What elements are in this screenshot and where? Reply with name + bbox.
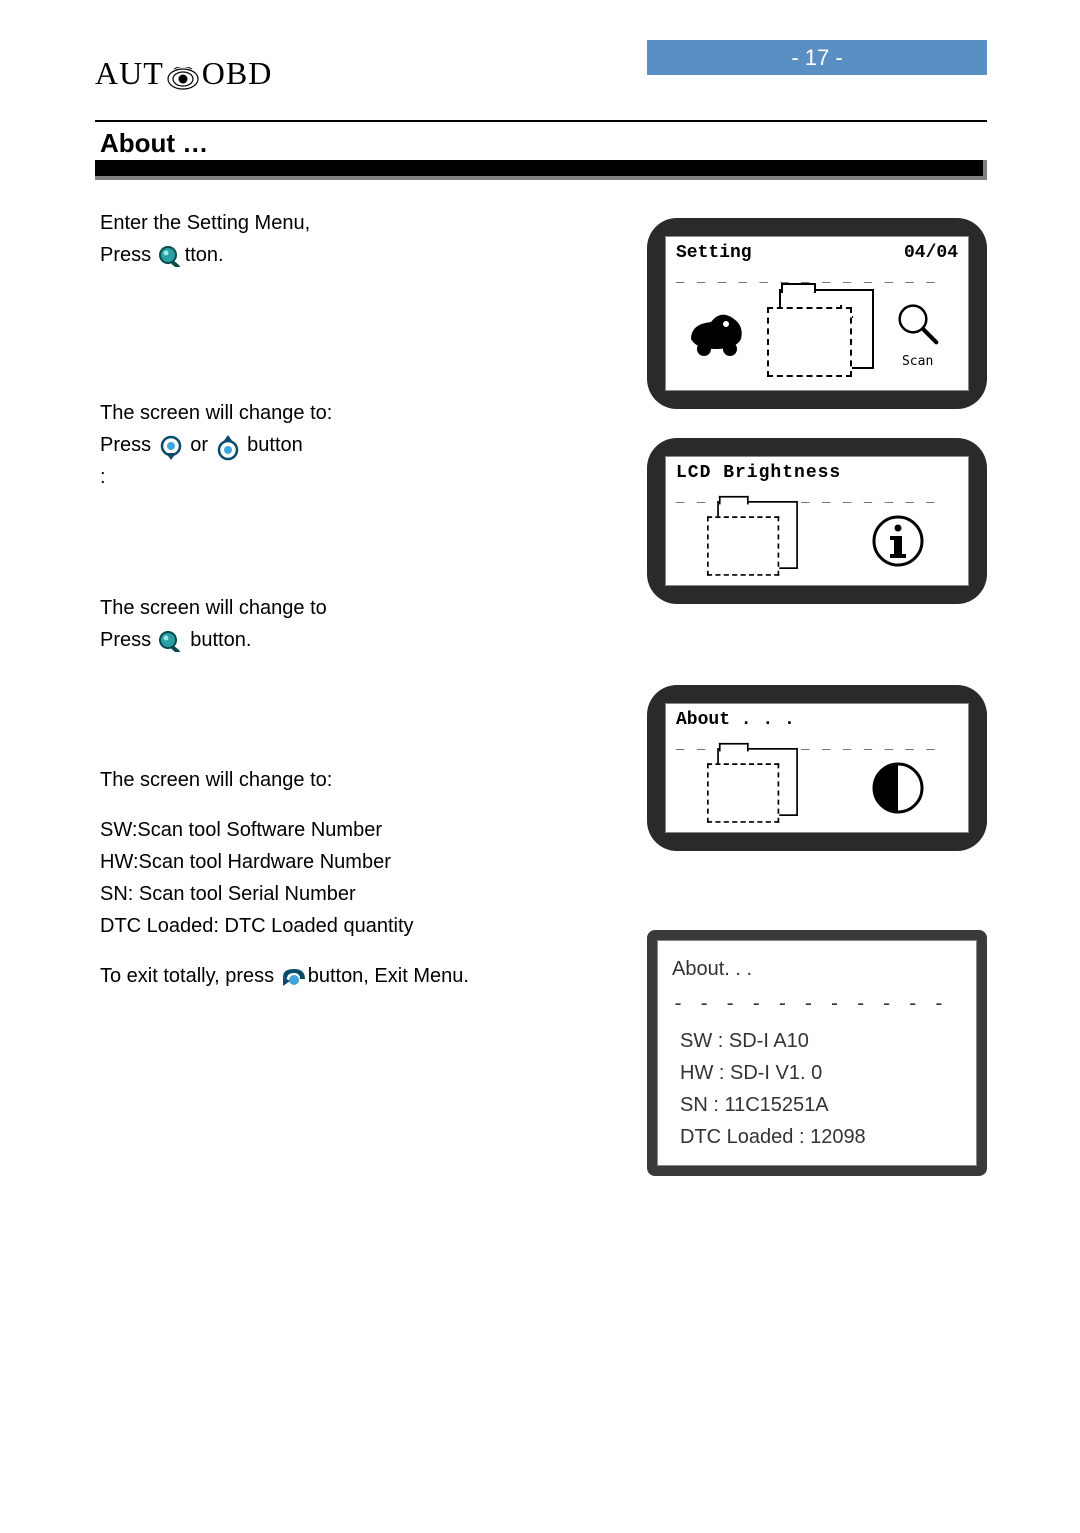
magnifier-enter-icon bbox=[157, 630, 185, 652]
logo-right: OBD bbox=[202, 55, 273, 92]
about-info-row: HW : SD-I V1. 0 bbox=[672, 1057, 962, 1089]
eye-icon bbox=[166, 62, 200, 86]
text: button, Exit Menu. bbox=[308, 965, 469, 987]
info-icon bbox=[868, 511, 928, 571]
about-info-row: DTC Loaded : 12098 bbox=[672, 1121, 962, 1153]
instruction-line: To exit totally, press button, Exit Menu… bbox=[100, 962, 500, 990]
screen-title: LCD Brightness bbox=[676, 463, 841, 483]
instruction-line: DTC Loaded: DTC Loaded quantity bbox=[100, 912, 500, 940]
text: Press bbox=[100, 434, 157, 456]
divider-dashes: - - - - - - - - - - - - - - - - bbox=[672, 987, 962, 1019]
contrast-icon bbox=[868, 758, 928, 818]
exit-back-icon bbox=[280, 966, 308, 988]
screen-title: About . . . bbox=[676, 710, 795, 730]
screen-counter: 04/04 bbox=[904, 243, 958, 263]
screen-title: About. . . bbox=[672, 953, 962, 985]
instruction-line bbox=[100, 798, 500, 812]
text: tton. bbox=[185, 244, 224, 266]
folder-info-icon bbox=[707, 748, 807, 828]
nav-down-icon bbox=[157, 435, 185, 457]
instruction-line: The screen will change to bbox=[100, 594, 500, 622]
car-icon bbox=[686, 304, 746, 364]
instruction-line: HW:Scan tool Hardware Number bbox=[100, 848, 500, 876]
device-setting: Setting 04/04 _ _ _ _ _ _ _ _ _ _ _ _ _ … bbox=[647, 218, 987, 409]
device-about-info: About. . . - - - - - - - - - - - - - - -… bbox=[647, 930, 987, 1176]
text: or bbox=[185, 434, 214, 456]
page-number-bar: - 17 - bbox=[647, 40, 987, 75]
instruction-block: The screen will change to Press button. bbox=[100, 590, 500, 658]
instruction-line: Enter the Setting Menu, bbox=[100, 209, 500, 237]
instruction-block: The screen will change to: SW:Scan tool S… bbox=[100, 762, 500, 994]
title-underline-bar bbox=[95, 160, 987, 180]
about-info-row: SW : SD-I A10 bbox=[672, 1025, 962, 1057]
text: button bbox=[242, 434, 303, 456]
device-brightness: LCD Brightness _ _ _ _ _ _ _ _ _ _ _ _ _ bbox=[647, 438, 987, 604]
folder-contrast-icon bbox=[707, 501, 807, 581]
text: Press bbox=[100, 629, 157, 651]
section-title: About … bbox=[100, 128, 208, 159]
instruction-line bbox=[100, 944, 500, 958]
instruction-line: Press tton. bbox=[100, 241, 500, 269]
divider-dashes: _ _ _ _ _ _ _ _ _ _ _ _ _ bbox=[676, 267, 958, 283]
device-about-icons: About . . . _ _ _ _ _ _ _ _ _ _ _ _ _ bbox=[647, 685, 987, 851]
logo-left: AUT bbox=[95, 55, 164, 92]
instruction-line: : bbox=[100, 463, 500, 491]
horizontal-rule bbox=[95, 120, 987, 122]
screen-title: Setting bbox=[676, 243, 752, 263]
instruction-line: The screen will change to: bbox=[100, 766, 500, 794]
about-info-row: SN : 11C15251A bbox=[672, 1089, 962, 1121]
instruction-block: The screen will change to: Press or butto… bbox=[100, 395, 500, 495]
folder-gears-icon bbox=[767, 289, 867, 379]
text: To exit totally, press bbox=[100, 965, 280, 987]
instruction-block: Enter the Setting Menu, Press tton. bbox=[100, 205, 500, 273]
text: button. bbox=[185, 629, 252, 651]
magnifier-scan-icon: Scan bbox=[888, 299, 948, 369]
instruction-line: Press or button bbox=[100, 431, 500, 459]
magnifier-enter-icon bbox=[157, 245, 185, 267]
instruction-line: SN: Scan tool Serial Number bbox=[100, 880, 500, 908]
instruction-line: Press button. bbox=[100, 626, 500, 654]
instruction-line: The screen will change to: bbox=[100, 399, 500, 427]
logo: AUT OBD bbox=[95, 55, 295, 115]
text: Press bbox=[100, 244, 157, 266]
page-number: - 17 - bbox=[791, 45, 842, 71]
instruction-line: SW:Scan tool Software Number bbox=[100, 816, 500, 844]
nav-up-icon bbox=[214, 435, 242, 457]
